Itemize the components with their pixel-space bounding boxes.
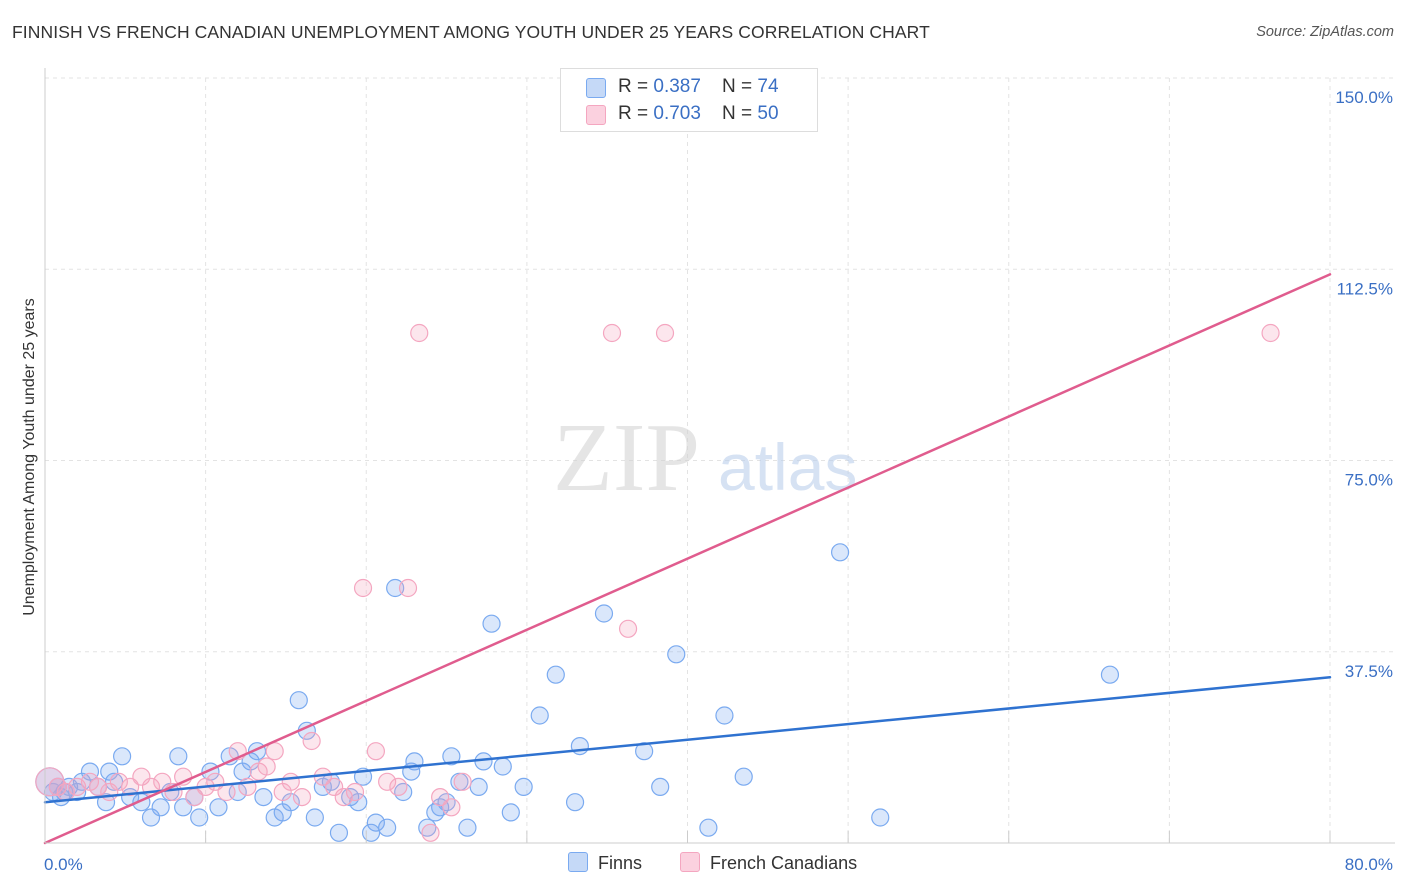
chart-title: FINNISH VS FRENCH CANADIAN UNEMPLOYMENT … — [12, 22, 930, 42]
point-finns — [418, 818, 437, 837]
point-french-canadians — [281, 772, 300, 791]
point-french-canadians — [109, 772, 128, 791]
x-tick-label-max: 80.0% — [1345, 855, 1393, 874]
point-french-canadians — [442, 798, 461, 817]
legend-r-label: R = — [618, 103, 654, 124]
point-finns — [378, 818, 397, 837]
point-finns — [715, 706, 734, 725]
point-finns — [361, 823, 381, 842]
point-french-canadians — [453, 772, 472, 791]
source-label: Source: ZipAtlas.com — [1256, 24, 1394, 40]
point-finns — [871, 808, 890, 827]
point-finns — [830, 543, 850, 562]
legend-swatch-finns — [586, 78, 606, 98]
point-finns — [289, 691, 308, 710]
point-french-canadians — [421, 823, 440, 842]
point-finns — [514, 777, 533, 797]
point-french-canadians — [292, 787, 312, 807]
point-french-canadians — [389, 777, 408, 797]
points-layer — [35, 323, 1280, 842]
point-french-canadians — [121, 777, 140, 797]
trend-layer — [43, 273, 1332, 845]
point-finns — [651, 777, 670, 797]
point-finns — [546, 665, 565, 684]
legend-n-label: N = — [722, 76, 758, 97]
point-finns — [96, 793, 116, 812]
point-finns — [530, 706, 549, 725]
point-finns — [305, 808, 324, 827]
point-finns — [254, 787, 273, 807]
legend-n-value-finns: 74 — [757, 76, 779, 97]
point-finns — [190, 808, 209, 827]
y-tick-label: 75.0% — [1345, 471, 1393, 490]
point-finns — [594, 604, 614, 623]
y-tick-label: 150.0% — [1335, 88, 1393, 107]
point-french-canadians — [602, 323, 622, 343]
point-french-canadians — [655, 323, 675, 343]
point-finns — [104, 772, 124, 791]
y-tick-label: 37.5% — [1345, 662, 1393, 681]
point-finns — [169, 747, 188, 766]
point-french-canadians — [378, 772, 397, 791]
point-finns — [570, 736, 589, 756]
point-finns — [667, 645, 686, 664]
point-finns — [493, 757, 512, 776]
point-french-canadians — [345, 782, 365, 802]
point-finns — [366, 813, 385, 832]
point-finns — [386, 578, 405, 598]
point-french-canadians — [334, 787, 353, 807]
y-tick-label: 112.5% — [1337, 279, 1393, 298]
stats-legend: R = 0.387 N = 74 R = 0.703 N = 50 — [560, 68, 818, 132]
axis-layer: 37.5% 75.0% 112.5% 150.0% 0.0% 80.0% — [44, 68, 1395, 874]
point-finns — [394, 782, 413, 802]
point-french-canadians — [1261, 323, 1280, 343]
point-finns — [458, 818, 477, 837]
trend-line-french-canadians — [43, 273, 1332, 845]
point-finns — [565, 793, 585, 812]
point-french-canadians — [35, 767, 65, 797]
point-finns — [699, 818, 718, 837]
point-finns — [80, 762, 100, 781]
point-french-canadians — [410, 323, 429, 343]
point-french-canadians — [257, 757, 276, 776]
point-finns — [329, 823, 349, 842]
point-french-canadians — [366, 742, 385, 761]
point-finns — [349, 793, 368, 812]
point-finns — [474, 752, 493, 771]
point-french-canadians — [431, 787, 450, 807]
watermark: ZIP atlas — [553, 404, 857, 512]
legend-n-label: N = — [722, 103, 758, 124]
point-finns — [734, 767, 753, 786]
point-french-canadians — [618, 619, 638, 638]
point-french-canadians — [353, 578, 373, 598]
watermark-atlas: atlas — [718, 430, 857, 504]
point-french-canadians — [88, 777, 108, 797]
legend-r-value-finns: 0.387 — [653, 76, 701, 97]
bottom-legend-label-finns: Finns — [598, 853, 643, 873]
point-finns — [112, 747, 132, 766]
point-finns — [174, 798, 193, 817]
bottom-legend-french-canadians: French Canadians — [680, 852, 857, 874]
legend-r-label: R = — [618, 76, 654, 97]
point-finns — [482, 614, 501, 633]
legend-swatch-french-canadians — [586, 105, 606, 125]
point-finns — [501, 803, 520, 822]
point-french-canadians — [302, 731, 321, 751]
point-french-canadians — [398, 578, 418, 598]
point-finns — [151, 798, 170, 817]
legend-n-value-french-canadians: 50 — [757, 103, 779, 124]
point-finns — [209, 798, 228, 817]
bottom-swatch-finns — [568, 852, 588, 872]
watermark-zip: ZIP — [553, 404, 700, 512]
trend-line-finns — [43, 676, 1332, 804]
point-finns — [442, 747, 461, 766]
point-finns — [1100, 665, 1120, 684]
legend-r-value-french-canadians: 0.703 — [653, 103, 701, 124]
bottom-legend-finns: Finns — [568, 852, 642, 874]
bottom-legend-label-french-canadians: French Canadians — [710, 853, 858, 873]
bottom-swatch-french-canadians — [680, 852, 700, 872]
x-tick-label-min: 0.0% — [44, 855, 83, 874]
point-finns — [469, 777, 488, 797]
